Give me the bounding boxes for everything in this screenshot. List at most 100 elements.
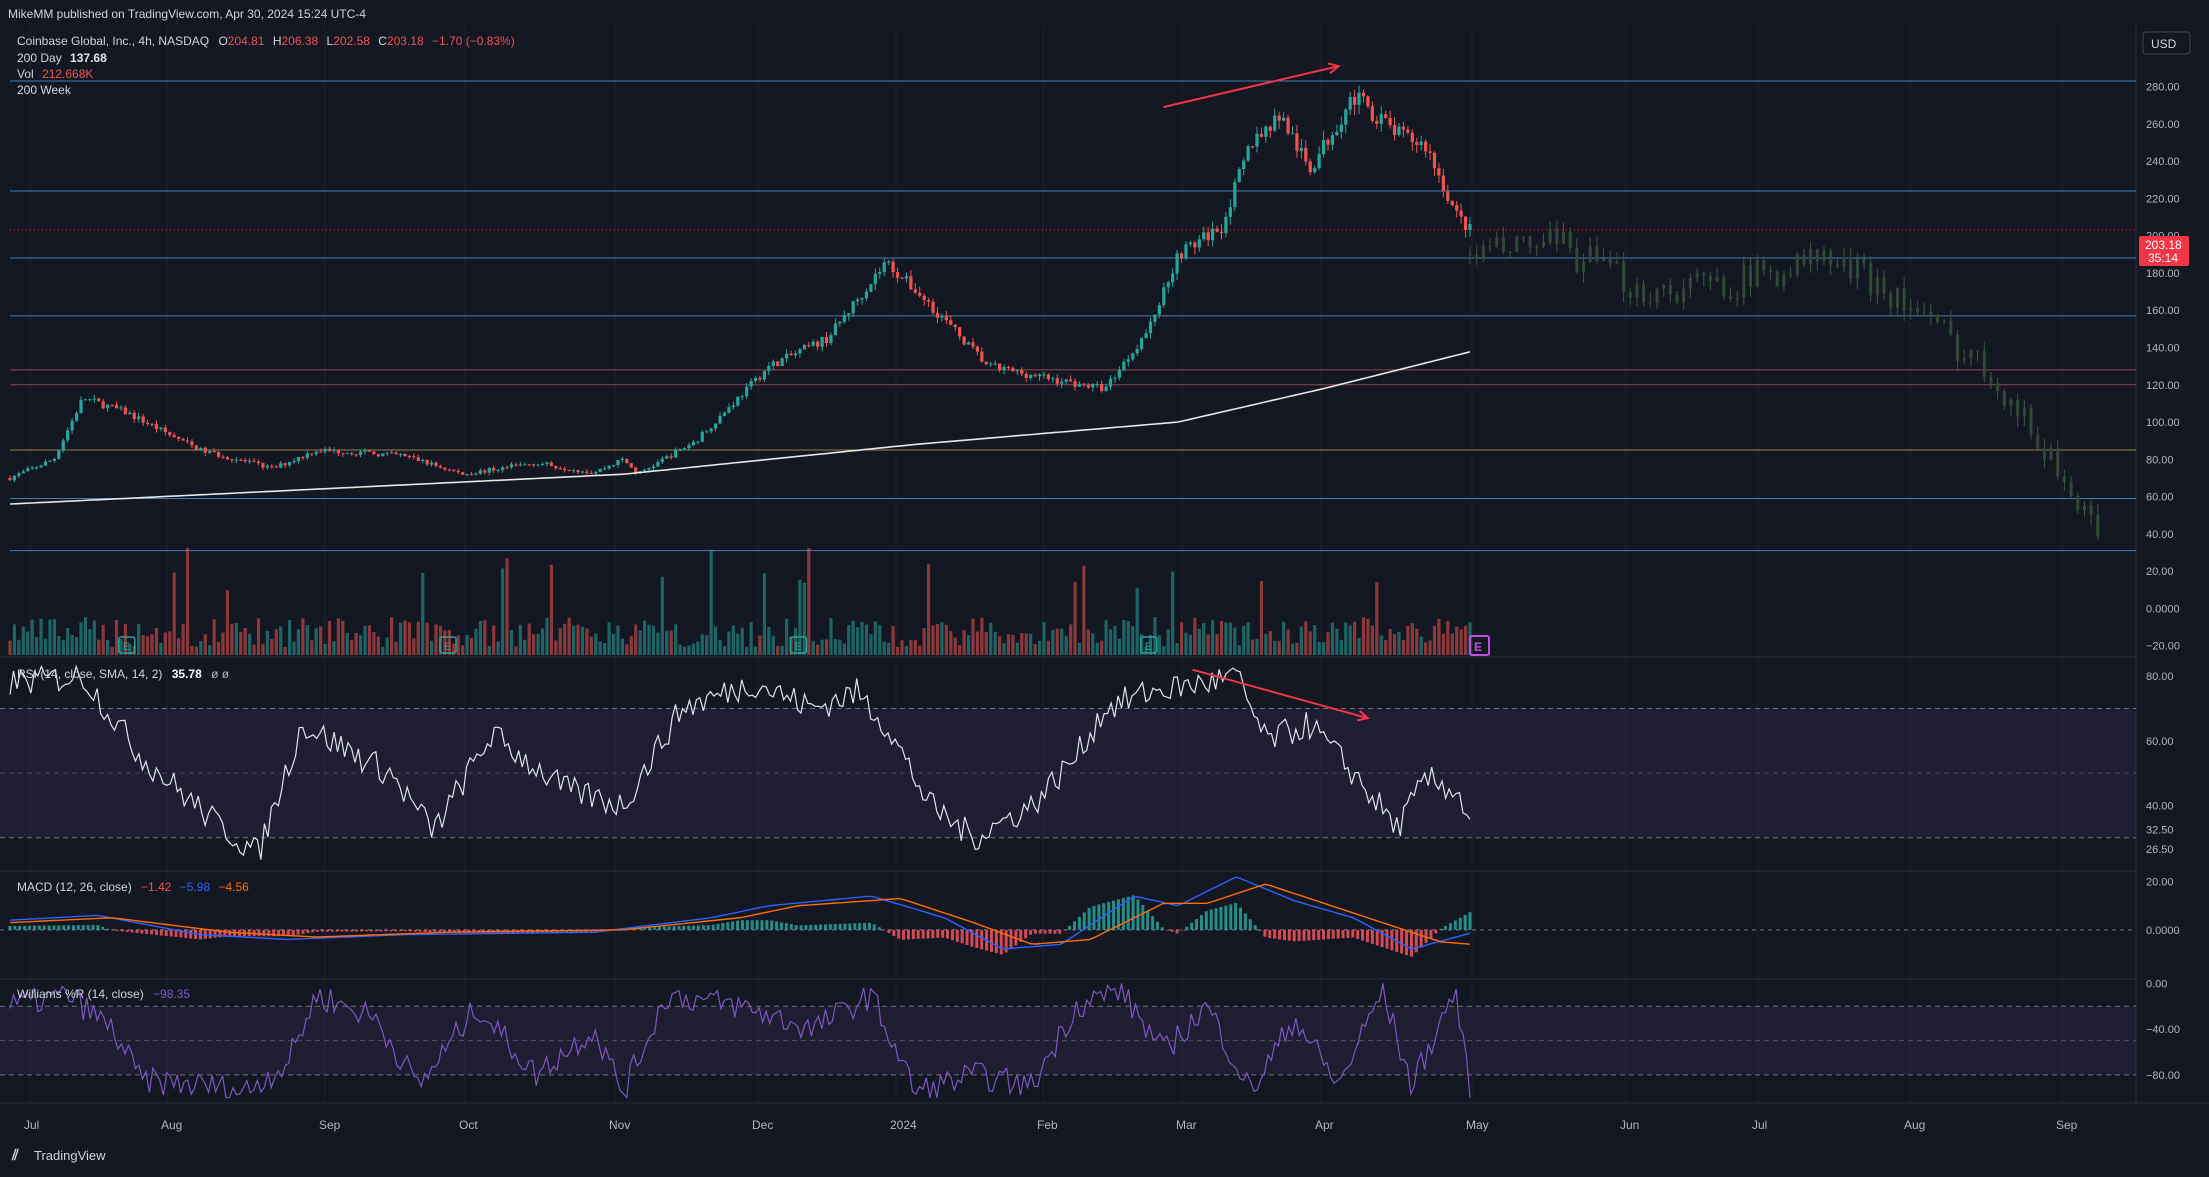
macd-histogram-bar xyxy=(789,924,793,930)
macd-legend[interactable]: MACD (12, 26, close) −1.42 −5.98 −4.56 xyxy=(17,880,249,894)
candle-body xyxy=(110,404,114,406)
macd-histogram-bar xyxy=(589,929,593,934)
volume-bar xyxy=(341,620,345,655)
macd-histogram-bar xyxy=(653,926,657,930)
legend-vol[interactable]: Vol 212.668K xyxy=(17,67,93,81)
volume-bar xyxy=(927,564,931,655)
volume-bar xyxy=(1397,631,1401,655)
earnings-marker[interactable] xyxy=(118,636,136,654)
candle-body xyxy=(1006,366,1011,368)
projection-candle xyxy=(2042,448,2046,460)
candle-body xyxy=(820,336,824,347)
volume-bar xyxy=(30,619,34,655)
candle-body xyxy=(1379,114,1383,124)
macd-histogram-bar xyxy=(1038,929,1042,934)
projection-candle xyxy=(1655,288,1659,303)
macd-histogram-bar xyxy=(208,929,212,939)
volume-bar xyxy=(323,643,327,655)
macd-histogram-bar xyxy=(316,929,320,932)
projection-candle xyxy=(1822,250,1826,262)
tradingview-brand[interactable]: TradingView xyxy=(34,1148,106,1163)
rsi-legend[interactable]: RSI (14, close, SMA, 14, 2) 35.78 ø ø xyxy=(17,667,230,681)
volume-bar xyxy=(651,625,656,655)
macd-histogram-bar xyxy=(1419,929,1423,948)
currency-button[interactable]: USD xyxy=(2151,37,2177,51)
candle-body xyxy=(944,316,948,321)
legend-ma200day[interactable]: 200 Day 137.68 xyxy=(17,51,107,65)
macd-histogram-bar xyxy=(848,923,852,930)
legend-l-value: 202.58 xyxy=(333,34,370,48)
tradingview-logo-icon[interactable]: ⫽ xyxy=(11,1147,19,1164)
volume-bar xyxy=(1033,643,1037,655)
earnings-marker[interactable] xyxy=(789,636,808,654)
rsi-line[interactable] xyxy=(9,664,1471,860)
legend-ma200week[interactable]: 200 Week xyxy=(17,83,72,97)
candle-body xyxy=(838,321,842,324)
candle-body xyxy=(718,415,722,424)
projection-candle xyxy=(1642,284,1646,303)
macd-histogram-bar xyxy=(867,922,871,930)
candle-body xyxy=(1406,129,1410,133)
volume-bar xyxy=(878,625,882,655)
volume-bar xyxy=(1463,625,1468,655)
macd-line[interactable] xyxy=(9,876,1471,950)
volume-bar xyxy=(842,643,846,655)
projection-candle xyxy=(2069,481,2073,496)
volume-bar xyxy=(1304,621,1308,655)
projection-candle xyxy=(1942,320,1946,322)
ma-200-day-line[interactable] xyxy=(9,351,1471,505)
price-trend-arrow-head xyxy=(1327,62,1341,74)
volume-bar xyxy=(993,632,997,655)
macd-histogram-bar xyxy=(1209,909,1213,930)
volume-bar xyxy=(221,632,225,655)
candle-body xyxy=(509,464,514,468)
macd-histogram-bar xyxy=(872,924,876,930)
macd-histogram-bar xyxy=(760,920,764,930)
volume-bar xyxy=(1437,618,1441,655)
macd-histogram-bar xyxy=(1214,908,1218,930)
earnings-marker[interactable] xyxy=(1140,636,1158,654)
earnings-marker-upcoming[interactable] xyxy=(1469,635,1490,656)
volume-bar xyxy=(1211,620,1215,655)
bar-countdown: 35:14 xyxy=(2148,251,2178,265)
price-trend-arrow[interactable] xyxy=(1163,65,1339,109)
rsi-extra: ø ø xyxy=(211,667,230,681)
macd-histogram-bar xyxy=(916,929,920,939)
legend-main[interactable]: Coinbase Global, Inc., 4h, NASDAQ O204.8… xyxy=(17,34,515,48)
candle-body xyxy=(252,460,256,462)
volume-bar xyxy=(758,635,762,655)
projection-candle xyxy=(1889,293,1893,308)
candle-body xyxy=(527,464,531,466)
macd-histogram-bar xyxy=(696,925,700,930)
macd-histogram-bar xyxy=(1405,929,1409,956)
projection-candle xyxy=(2016,399,2020,417)
willr-legend-label: Williams %R (14, close) xyxy=(17,987,144,1001)
volume-bar xyxy=(48,619,52,655)
candle-body xyxy=(367,450,372,452)
macd-histogram-bar xyxy=(1414,929,1418,953)
volume-bar xyxy=(1011,634,1015,655)
candle-body xyxy=(1321,139,1326,155)
willr-line[interactable] xyxy=(9,983,1471,1099)
price-axis-tick: 100.00 xyxy=(2146,417,2180,429)
candle-body xyxy=(931,301,935,313)
currency-button-frame[interactable] xyxy=(2142,31,2191,55)
earnings-marker[interactable] xyxy=(439,636,457,654)
time-axis-label: 2024 xyxy=(890,1118,917,1132)
rsi-divergence-arrow[interactable] xyxy=(1192,668,1369,720)
candle-body xyxy=(128,412,132,415)
macd-histogram-bar xyxy=(565,929,569,933)
volume-bar xyxy=(279,626,283,655)
volume-bar xyxy=(918,645,922,655)
macd-signal-line[interactable] xyxy=(9,883,1471,945)
volume-bar xyxy=(922,628,926,655)
projection-candle xyxy=(1742,264,1746,298)
volume-bar xyxy=(376,636,380,655)
macd-histogram-bar xyxy=(154,929,158,935)
willr-legend[interactable]: Williams %R (14, close) −98.35 xyxy=(17,987,190,1001)
projection-candle xyxy=(1588,246,1592,262)
candle-body xyxy=(984,361,988,365)
candle-body xyxy=(962,336,966,345)
